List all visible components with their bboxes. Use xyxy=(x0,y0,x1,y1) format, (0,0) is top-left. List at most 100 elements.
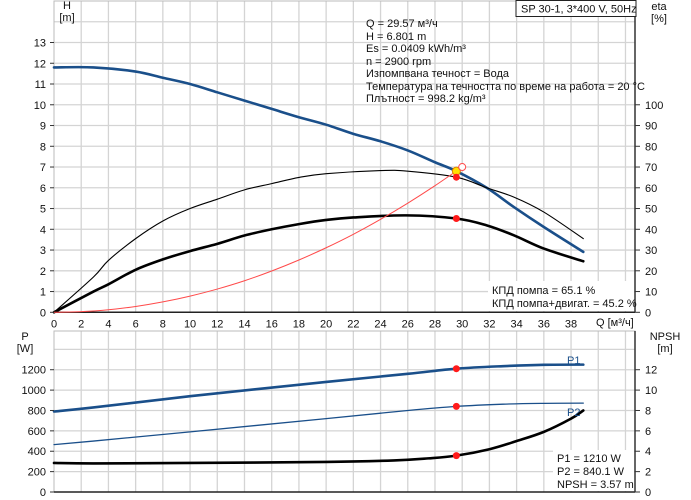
pump-label-box xyxy=(515,0,637,17)
duty-info-density: Плътност = 998.2 kg/m³ xyxy=(366,93,486,105)
y-tick-label: 6 xyxy=(40,183,46,195)
y-tick-label: 0 xyxy=(40,487,46,499)
h-axis-unit: [m] xyxy=(59,12,74,24)
plot-frame xyxy=(53,0,636,313)
y-tick-label: 9 xyxy=(40,121,46,133)
x-tick-label: 14 xyxy=(238,318,250,330)
x-tick-label: 18 xyxy=(293,318,305,330)
eta-axis-label: eta xyxy=(651,1,667,13)
y-tick-label: 2 xyxy=(40,266,46,278)
y-tick-label: 8 xyxy=(40,141,46,153)
duty-eta-pump-marker xyxy=(452,173,460,181)
eta-total-info: КПД помпа+двигат. = 45.2 % xyxy=(492,298,637,310)
y2-tick-label: 8 xyxy=(645,405,651,417)
P1-curve xyxy=(52,363,585,413)
y-tick-label: 3 xyxy=(40,245,46,257)
y-tick-label: 5 xyxy=(40,204,46,216)
x-tick-label: 26 xyxy=(402,318,414,330)
y2-tick-label: 6 xyxy=(645,426,651,438)
system-curve-curve xyxy=(53,166,463,313)
NPSH-curve xyxy=(52,409,585,465)
y2-tick-label: 90 xyxy=(645,121,657,133)
x-tick-label: 28 xyxy=(429,318,441,330)
y-tick-label: 400 xyxy=(28,446,46,458)
y-tick-label: 1 xyxy=(40,287,46,299)
y-tick-label: 11 xyxy=(35,79,46,91)
x-tick-label: 32 xyxy=(483,318,495,330)
y2-tick-label: 0 xyxy=(645,487,651,499)
y-tick-label: 10 xyxy=(34,100,46,112)
efficiency-info-box xyxy=(488,281,634,311)
y2-tick-label: 60 xyxy=(645,183,657,195)
p1-series-label: P1 xyxy=(567,355,580,367)
P2-curve xyxy=(53,402,584,446)
y-tick-label: 0 xyxy=(40,307,46,319)
npsh-axis-unit: [m] xyxy=(657,343,672,355)
x-tick-label: 6 xyxy=(133,318,139,330)
x-tick-label: 30 xyxy=(456,318,468,330)
x-tick-label: 4 xyxy=(105,318,111,330)
y-tick-label: 4 xyxy=(40,224,46,236)
y2-tick-label: 0 xyxy=(645,307,651,319)
y-tick-label: 7 xyxy=(40,162,46,174)
y2-tick-label: 20 xyxy=(645,266,657,278)
x-tick-label: 38 xyxy=(565,318,577,330)
x-tick-label: 34 xyxy=(510,318,522,330)
npsh-axis-label: NPSH xyxy=(650,331,681,343)
plot-frame xyxy=(53,330,636,493)
x-tick-label: 16 xyxy=(266,318,278,330)
y-tick-label: 1200 xyxy=(22,365,46,377)
y2-tick-label: 2 xyxy=(645,467,651,479)
duty-info-speed: n = 2900 rpm xyxy=(366,56,431,68)
y2-tick-label: 30 xyxy=(645,245,657,257)
y2-tick-label: 10 xyxy=(645,385,657,397)
y2-tick-label: 4 xyxy=(645,446,651,458)
pump-label: SP 30-1, 3*400 V, 50Hz xyxy=(521,4,637,16)
head-curve xyxy=(52,65,585,254)
duty-info-energy: Es = 0.0409 kWh/m³ xyxy=(366,43,466,55)
x-tick-label: 0 xyxy=(51,318,57,330)
x-tick-label: 22 xyxy=(347,318,359,330)
y2-tick-label: 40 xyxy=(645,224,657,236)
y-tick-label: 1000 xyxy=(22,385,46,397)
eta-pump-curve xyxy=(53,169,584,313)
h-axis-label: H xyxy=(63,0,71,12)
y2-tick-label: 10 xyxy=(645,287,657,299)
duty-P2-marker xyxy=(452,402,460,410)
x-tick-label: 8 xyxy=(160,318,166,330)
duty-P1-marker xyxy=(452,365,460,373)
p-axis-unit: [W] xyxy=(17,343,34,355)
y2-tick-label: 70 xyxy=(645,162,657,174)
x-tick-label: 20 xyxy=(320,318,332,330)
duty-info-liquid: Изпомпвана течност = Вода xyxy=(366,68,510,80)
duty-info-flow: Q = 29.57 м³/ч xyxy=(366,18,438,30)
p2-series-label: P2 xyxy=(567,407,580,419)
system-end-marker xyxy=(458,163,467,172)
p2-info: P2 = 840.1 W xyxy=(557,466,625,478)
q-axis-label: Q [м³/ч] xyxy=(596,317,634,329)
y2-tick-label: 50 xyxy=(645,204,657,216)
x-tick-label: 12 xyxy=(211,318,223,330)
y-tick-label: 600 xyxy=(28,426,46,438)
x-tick-label: 36 xyxy=(538,318,550,330)
duty-info-temperature: Температура на течността по време на раб… xyxy=(366,81,645,93)
p-axis-label: P xyxy=(21,331,28,343)
eta-pump-info: КПД помпа = 65.1 % xyxy=(492,285,596,297)
duty-NPSH-marker xyxy=(452,452,460,460)
x-tick-label: 24 xyxy=(374,318,386,330)
x-tick-label: 10 xyxy=(184,318,196,330)
eta-total-curve xyxy=(52,214,585,314)
eta-axis-unit: [%] xyxy=(651,13,667,25)
y-tick-label: 13 xyxy=(34,38,46,50)
duty-info-head: H = 6.801 m xyxy=(366,31,426,43)
y-tick-label: 200 xyxy=(28,467,46,479)
x-tick-label: 2 xyxy=(78,318,84,330)
duty-eta-total-marker xyxy=(452,214,460,222)
y2-tick-label: 80 xyxy=(645,141,657,153)
y-tick-label: 12 xyxy=(34,58,46,70)
npsh-info: NPSH = 3.57 m xyxy=(557,479,634,491)
power-info-box xyxy=(553,450,634,491)
p1-info: P1 = 1210 W xyxy=(557,453,622,465)
y2-tick-label: 100 xyxy=(645,100,663,112)
